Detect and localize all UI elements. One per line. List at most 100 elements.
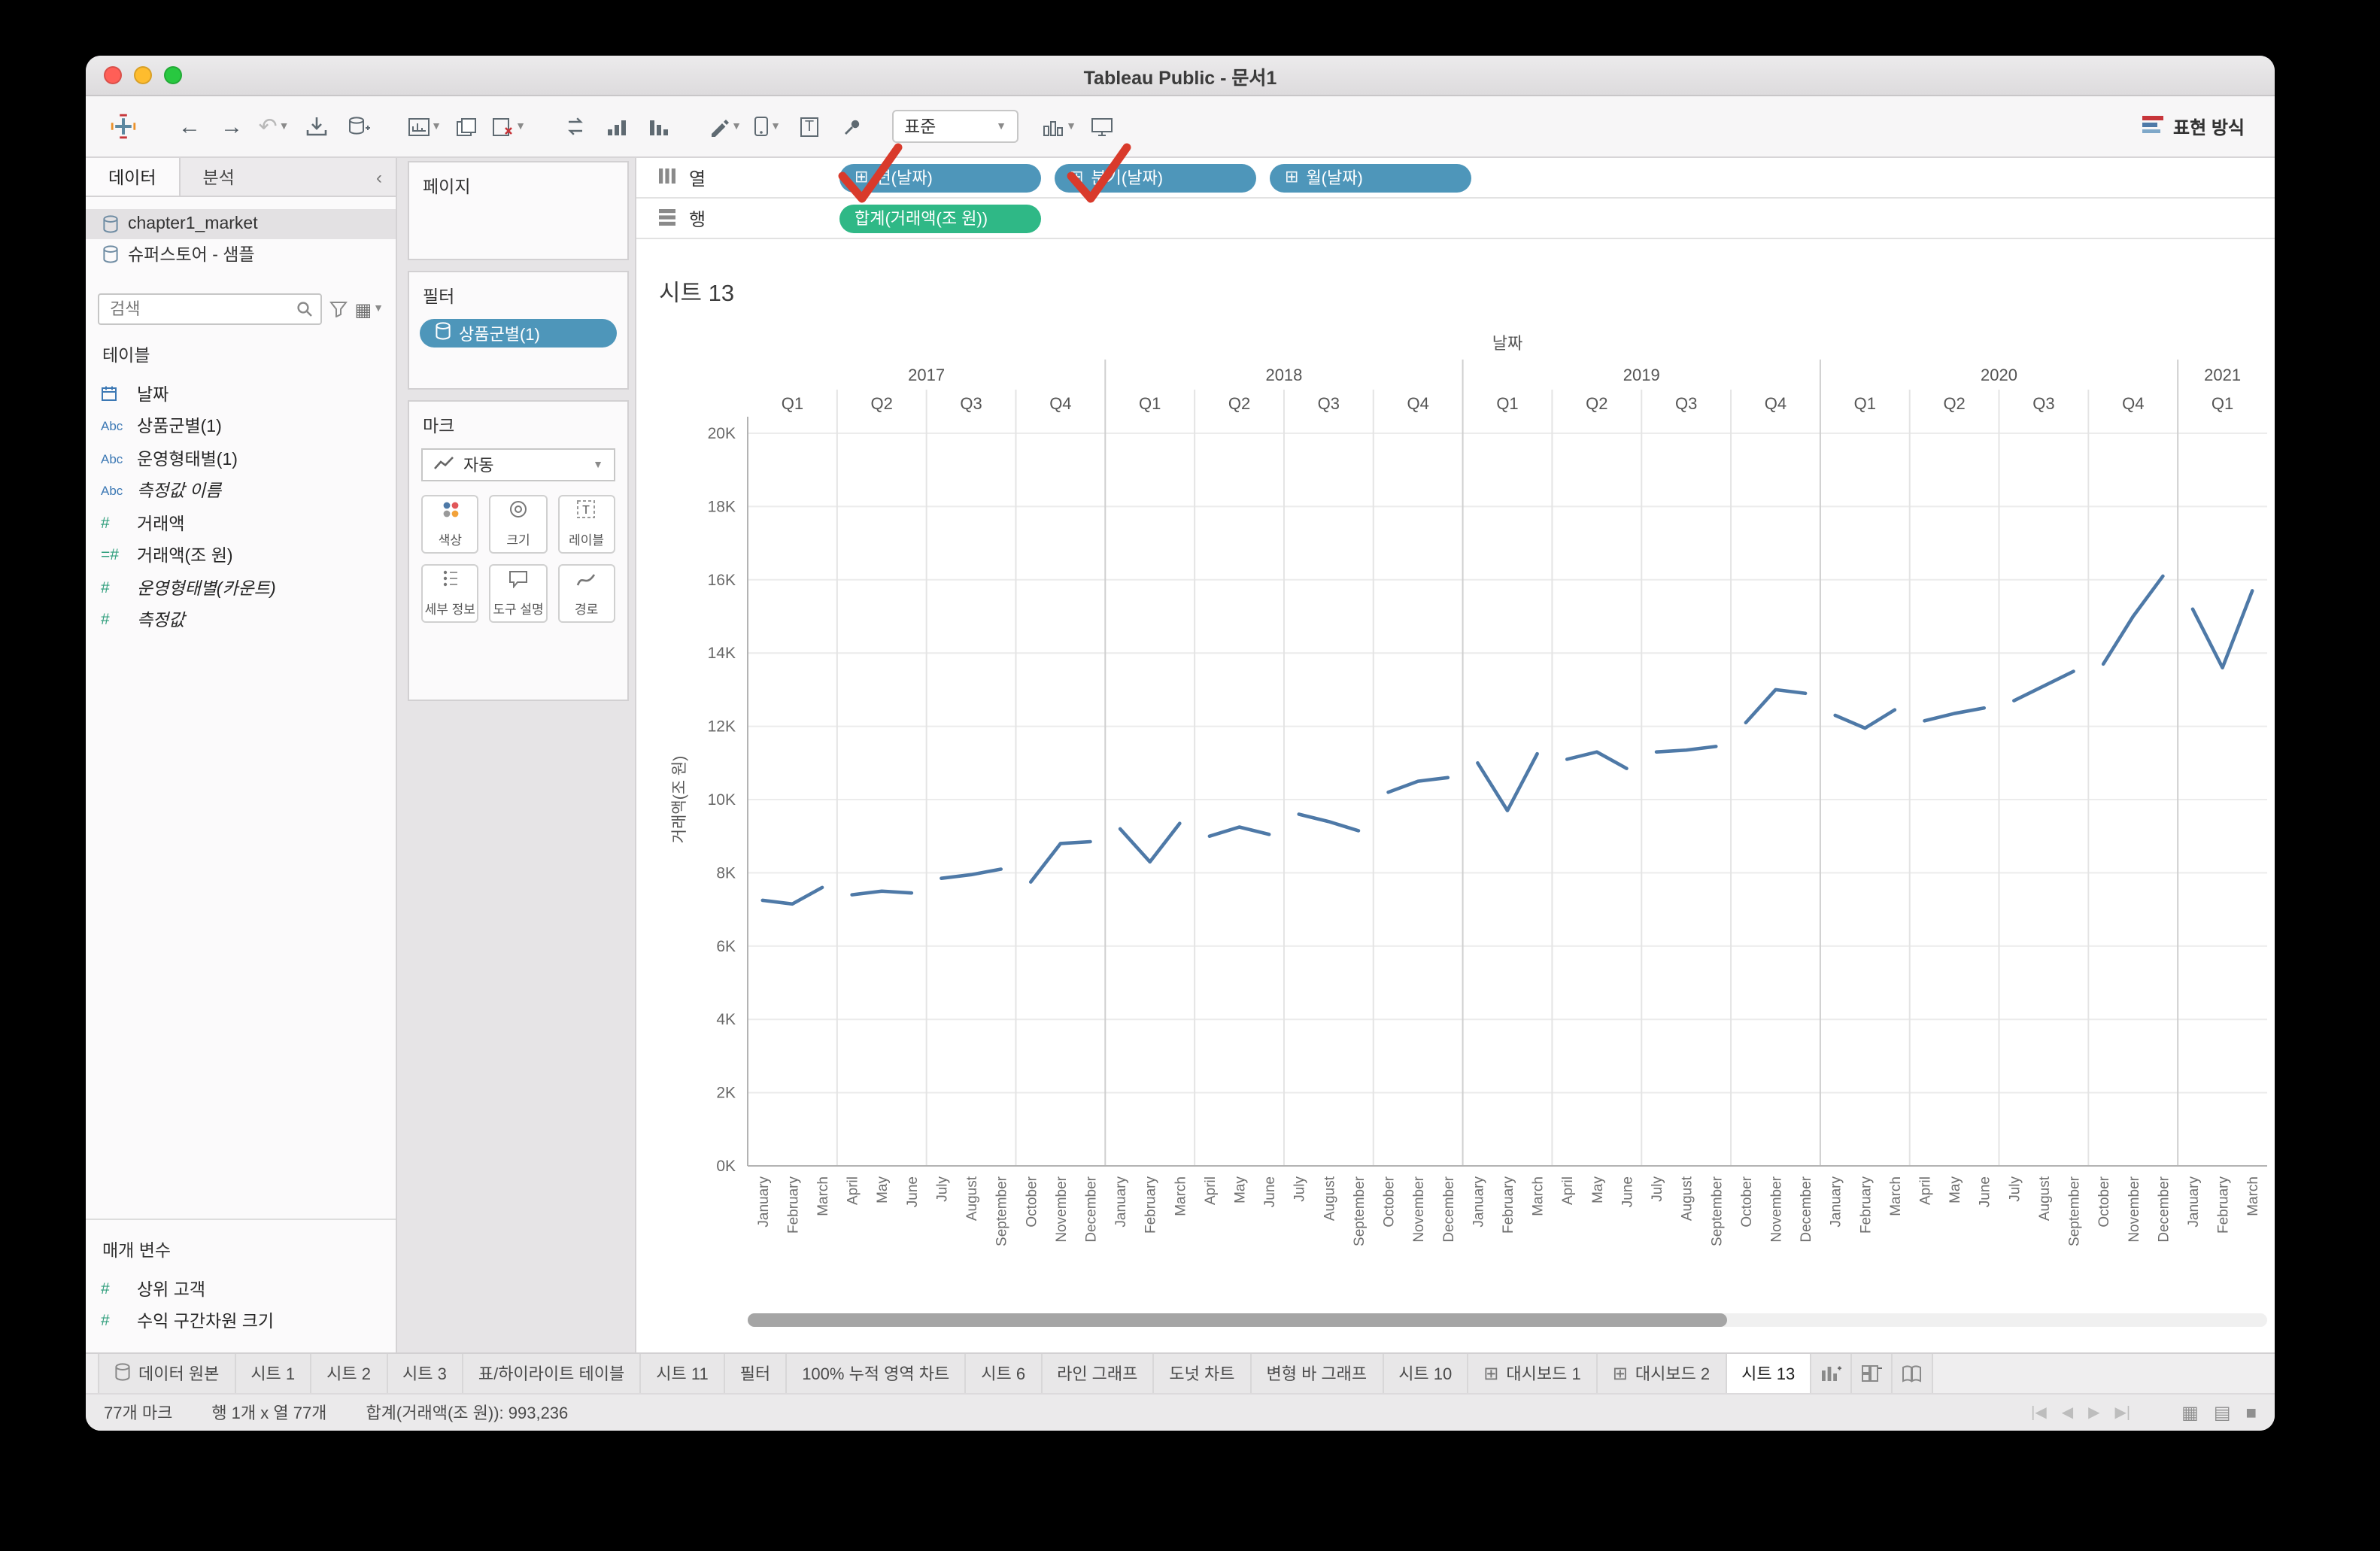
new-worksheet-button[interactable]: ▼ (405, 107, 444, 146)
sort-descending-button[interactable] (639, 107, 678, 146)
sheet-tab[interactable]: 시트 11 (641, 1354, 725, 1393)
sheet-tab[interactable]: 라인 그래프 (1042, 1354, 1155, 1393)
tab-data[interactable]: 데이터 (86, 158, 181, 196)
next-sheet-icon[interactable]: ▶ (2088, 1404, 2100, 1421)
sheet-tab[interactable]: 시트 3 (387, 1354, 463, 1393)
fit-dropdown[interactable]: 표준 ▼ (892, 110, 1018, 143)
save-button[interactable] (296, 107, 335, 146)
minimize-button[interactable] (134, 66, 152, 84)
marks-card[interactable]: 마크 자동 ▼ 색상 크기 T 레이블 세부 정보 도구 설명 경로 (408, 400, 629, 701)
show-mark-labels-button[interactable]: T (790, 107, 829, 146)
sheet-tab[interactable]: ⊞ 대시보드 1 (1468, 1354, 1598, 1393)
tabs-view-icon[interactable]: ■ (2245, 1402, 2257, 1423)
rows-shelf[interactable]: 행 합계(거래액(조 원)) (636, 199, 2275, 239)
sheet-tab[interactable]: 시트 6 (966, 1354, 1043, 1393)
line-series[interactable] (760, 885, 824, 906)
back-button[interactable]: ← (178, 114, 201, 139)
undo-history-button[interactable]: ↶ ▼ (258, 114, 290, 140)
pages-card[interactable]: 페이지 (408, 161, 629, 260)
mark-button-size[interactable]: 크기 (489, 495, 548, 554)
tab-analytics[interactable]: 분석 (202, 169, 235, 187)
field-pill[interactable]: ⊞ 월(날짜) (1270, 163, 1471, 192)
sheet-sorter-icon[interactable]: ▦ (2181, 1402, 2199, 1423)
show-me-button[interactable]: 표현 방식 (2128, 109, 2257, 144)
sheet-tab[interactable]: 변형 바 그래프 (1251, 1354, 1384, 1393)
line-series[interactable] (2101, 574, 2165, 666)
sheet-tab[interactable]: 시트 13 (1726, 1354, 1812, 1393)
device-preview-button[interactable]: ▼ (748, 107, 787, 146)
line-series[interactable] (1654, 745, 1718, 754)
filter-fields-icon[interactable] (329, 301, 348, 317)
field-item[interactable]: 날짜 (86, 378, 396, 410)
line-series[interactable] (1028, 839, 1092, 884)
show-labels-button[interactable]: ▼ (1040, 107, 1079, 146)
mark-button-color[interactable]: 색상 (421, 495, 479, 554)
parameter-item[interactable]: # 상위 고객 (86, 1273, 396, 1305)
scrollbar-thumb[interactable] (748, 1313, 1728, 1327)
line-series[interactable] (1923, 706, 1987, 723)
line-series[interactable] (2012, 669, 2075, 703)
fix-axes-button[interactable] (832, 107, 871, 146)
search-input[interactable] (107, 299, 296, 320)
line-series[interactable] (1833, 708, 1897, 730)
collapse-pane-icon[interactable]: ‹ (376, 166, 382, 187)
line-series[interactable] (1297, 812, 1361, 833)
mark-button-path[interactable]: 경로 (557, 564, 615, 623)
forward-button[interactable]: → (220, 114, 243, 139)
new-worksheet-tab-button[interactable] (1811, 1354, 1853, 1393)
previous-sheet-icon[interactable]: ◀ (2061, 1404, 2074, 1421)
new-dashboard-tab-button[interactable] (1852, 1354, 1893, 1393)
line-series[interactable] (2190, 589, 2254, 669)
field-item[interactable]: =# 거래액(조 원) (86, 539, 396, 572)
field-item[interactable]: Abc 상품군별(1) (86, 410, 396, 442)
parameter-item[interactable]: # 수익 구간차원 크기 (86, 1305, 396, 1337)
sheet-tab[interactable]: 시트 10 (1383, 1354, 1469, 1393)
sheet-tab[interactable]: 표/하이라이트 테이블 (463, 1354, 642, 1393)
swap-axes-button[interactable] (555, 107, 594, 146)
close-button[interactable] (104, 66, 122, 84)
line-series[interactable] (1207, 825, 1271, 839)
horizontal-scrollbar[interactable] (748, 1313, 2267, 1327)
field-pill[interactable]: 합계(거래액(조 원)) (839, 204, 1041, 232)
tableau-logo-icon[interactable] (104, 107, 143, 146)
clear-sheet-button[interactable]: ▼ (489, 107, 528, 146)
line-series[interactable] (850, 889, 914, 897)
field-item[interactable]: # 거래액 (86, 507, 396, 539)
line-series[interactable] (1118, 821, 1182, 864)
filmstrip-view-icon[interactable]: ▤ (2213, 1402, 2231, 1423)
field-pill[interactable]: 상품군별(1) (420, 319, 617, 348)
datasource-item[interactable]: chapter1_market (86, 209, 396, 239)
first-sheet-icon[interactable]: |◀ (2031, 1404, 2047, 1421)
mark-type-dropdown[interactable]: 자동 ▼ (421, 448, 615, 481)
mark-button-label[interactable]: T 레이블 (557, 495, 615, 554)
field-item[interactable]: # 측정값 (86, 604, 396, 636)
line-series[interactable] (1565, 750, 1629, 770)
new-story-tab-button[interactable] (1893, 1354, 1934, 1393)
field-item[interactable]: # 운영형태별(카운트) (86, 572, 396, 604)
search-box[interactable] (98, 293, 322, 325)
sheet-tab[interactable]: 100% 누적 영역 차트 (787, 1354, 967, 1393)
line-series[interactable] (940, 867, 1003, 881)
mark-button-detail[interactable]: 세부 정보 (421, 564, 479, 623)
sheet-tab[interactable]: 시트 2 (311, 1354, 387, 1393)
sheet-tab[interactable]: ⊞ 대시보드 2 (1597, 1354, 1727, 1393)
last-sheet-icon[interactable]: ▶| (2114, 1404, 2131, 1421)
field-pill[interactable]: ⊞ 년(날짜) (839, 163, 1041, 192)
mark-button-tooltip[interactable]: 도구 설명 (489, 564, 548, 623)
duplicate-sheet-button[interactable] (447, 107, 486, 146)
sheet-tab[interactable]: 필터 (724, 1354, 788, 1393)
datasource-item[interactable]: 슈퍼스토어 - 샘플 (86, 239, 396, 269)
view-options-icon[interactable]: ▦ ▼ (354, 299, 384, 320)
line-series[interactable] (1386, 776, 1450, 794)
field-pill[interactable]: ⊞ 분기(날짜) (1055, 163, 1256, 192)
presentation-mode-button[interactable] (1082, 107, 1121, 146)
sheet-tab[interactable]: 도넛 차트 (1154, 1354, 1252, 1393)
field-item[interactable]: Abc 운영형태별(1) (86, 442, 396, 475)
sheet-tab[interactable]: 데이터 원본 (98, 1354, 236, 1393)
line-series[interactable] (1476, 751, 1539, 812)
sort-ascending-button[interactable] (597, 107, 636, 146)
field-item[interactable]: Abc 측정값 이름 (86, 475, 396, 507)
sheet-tab[interactable]: 시트 1 (235, 1354, 312, 1393)
columns-shelf[interactable]: 열 ⊞ 년(날짜) ⊞ 분기(날짜) ⊞ 월(날짜) (636, 158, 2275, 199)
line-series[interactable] (1744, 687, 1808, 725)
